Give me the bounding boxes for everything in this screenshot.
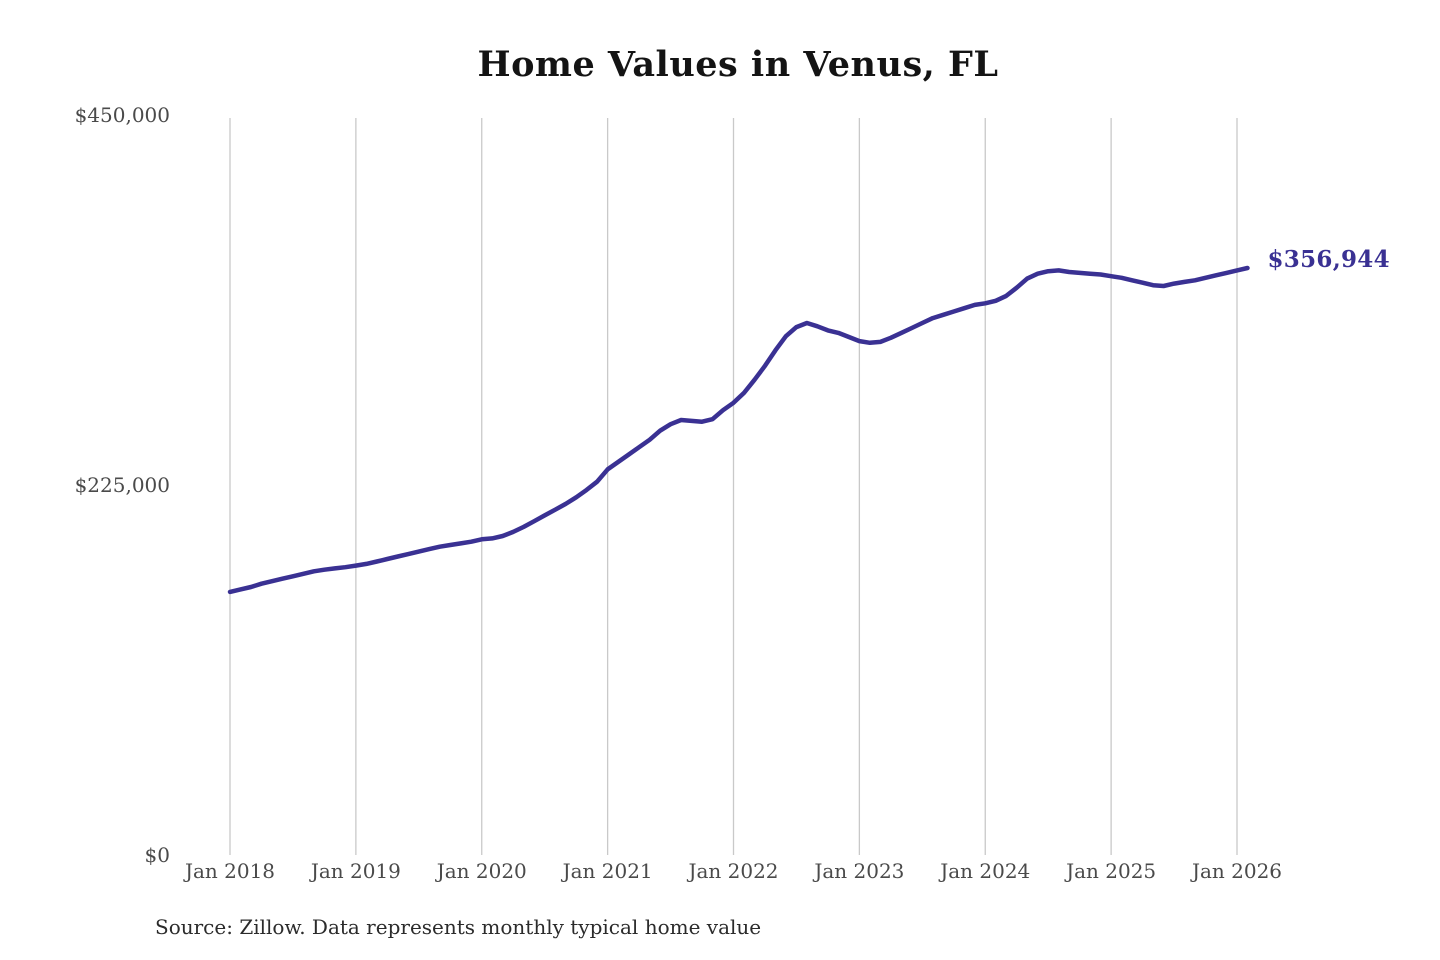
y-axis-tick-225000: $225,000 [74, 473, 170, 497]
chart-title: Home Values in Venus, FL [477, 44, 999, 85]
source-note: Source: Zillow. Data represents monthly … [155, 915, 762, 939]
x-axis-tick-jan-2020: Jan 2020 [436, 859, 527, 883]
y-axis-tick-450000: $450,000 [74, 103, 170, 127]
latest-value-label: $356,944 [1267, 246, 1390, 274]
x-axis-tick-jan-2021: Jan 2021 [562, 859, 653, 883]
x-axis-tick-jan-2024: Jan 2024 [940, 859, 1031, 883]
home-value-line [227, 265, 1250, 595]
x-axis-tick-jan-2022: Jan 2022 [688, 859, 779, 883]
x-axis-tick-jan-2019: Jan 2019 [310, 859, 401, 883]
x-axis-tick-jan-2025: Jan 2025 [1066, 859, 1157, 883]
y-axis-tick-0: $0 [144, 843, 170, 867]
x-axis-tick-jan-2018: Jan 2018 [184, 859, 276, 883]
x-axis-tick-jan-2023: Jan 2023 [814, 859, 905, 883]
x-axis-tick-jan-2026: Jan 2026 [1191, 859, 1283, 883]
x-axis-labels: Jan 2018 Jan 2019 Jan 2020 Jan 2021 Jan 2022… [0, 858, 1440, 890]
